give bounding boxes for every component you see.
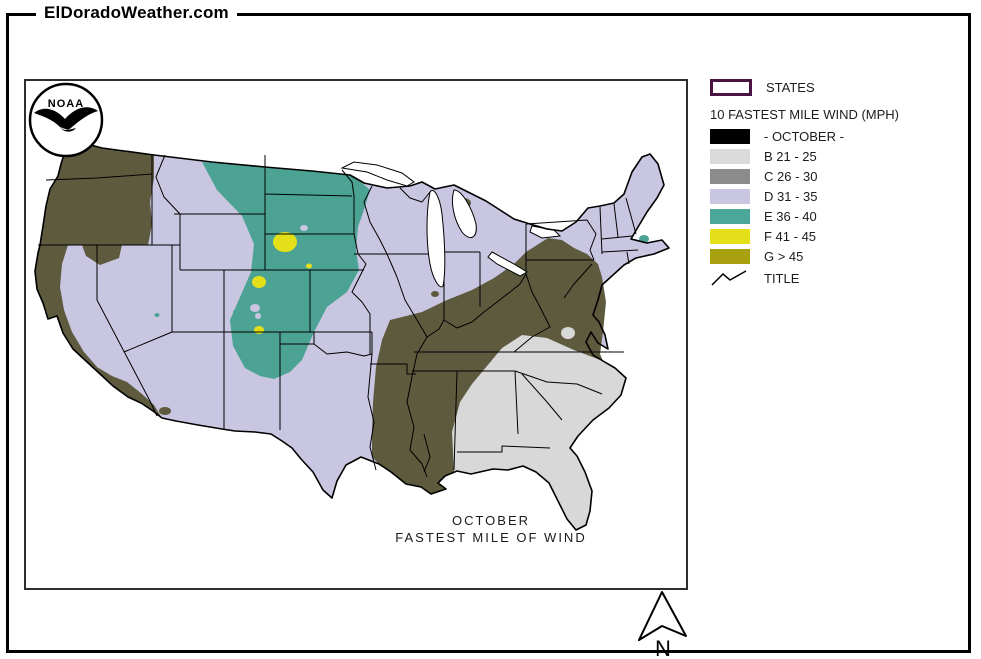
page-frame: [6, 13, 971, 653]
map-caption: OCTOBER FASTEST MILE OF WIND: [356, 512, 626, 546]
legend-item-e: E 36 - 40: [710, 209, 960, 224]
legend-item-label: D 31 - 35: [764, 189, 818, 204]
legend-states-row: STATES: [710, 76, 960, 98]
map-frame: OCTOBER FASTEST MILE OF WIND NOAA: [24, 79, 688, 590]
legend: STATES 10 FASTEST MILE WIND (MPH) - OCTO…: [710, 76, 960, 287]
us-outline: [34, 138, 670, 531]
swatch-c: [710, 169, 750, 184]
north-arrow-icon: [638, 591, 687, 641]
region-lavender-spots: [250, 225, 308, 319]
north-arrow: N: [637, 591, 687, 658]
noaa-bird-icon: [34, 107, 98, 132]
noaa-logo-text: NOAA: [48, 98, 84, 110]
lake-superior: [340, 161, 415, 187]
lake-michigan: [426, 190, 446, 288]
lake-erie: [487, 251, 528, 277]
region-dark-east: [372, 238, 606, 494]
legend-item-b: B 21 - 25: [710, 149, 960, 164]
legend-item-label: F 41 - 45: [764, 229, 817, 244]
legend-item-label: - OCTOBER -: [764, 129, 844, 144]
legend-item-c: C 26 - 30: [710, 169, 960, 184]
legend-item-label: C 26 - 30: [764, 169, 818, 184]
legend-item-label: B 21 - 25: [764, 149, 817, 164]
swatch-e: [710, 209, 750, 224]
lake-huron: [451, 189, 477, 239]
us-wind-map: [34, 131, 670, 531]
region-gray-southeast: [452, 335, 626, 530]
legend-item-g: G > 45: [710, 249, 960, 264]
map-caption-month: OCTOBER: [451, 513, 531, 528]
legend-item-label: E 36 - 40: [764, 209, 817, 224]
swatch-d: [710, 189, 750, 204]
region-dark-west: [35, 139, 162, 418]
noaa-logo: NOAA: [28, 82, 104, 158]
legend-item-f: F 41 - 45: [710, 229, 960, 244]
page-title: ElDoradoWeather.com: [36, 3, 237, 23]
legend-title-label: TITLE: [764, 270, 800, 286]
legend-title-row: TITLE: [710, 269, 960, 287]
legend-header: 10 FASTEST MILE WIND (MPH): [710, 107, 900, 122]
swatch-october: [710, 129, 750, 144]
swatch-f: [710, 229, 750, 244]
great-lakes: [59, 131, 562, 288]
legend-item-label: G > 45: [764, 249, 804, 264]
swatch-g: [710, 249, 750, 264]
legend-item-d: D 31 - 35: [710, 189, 960, 204]
states-label: STATES: [766, 79, 815, 95]
swatch-b: [710, 149, 750, 164]
title-line-icon: [711, 270, 747, 286]
north-label: N: [655, 636, 671, 658]
states-symbol: [710, 78, 752, 96]
map-caption-subject: FASTEST MILE OF WIND: [395, 530, 587, 545]
legend-item-a: - OCTOBER -: [710, 129, 960, 144]
region-gray-spot-va: [561, 327, 575, 339]
